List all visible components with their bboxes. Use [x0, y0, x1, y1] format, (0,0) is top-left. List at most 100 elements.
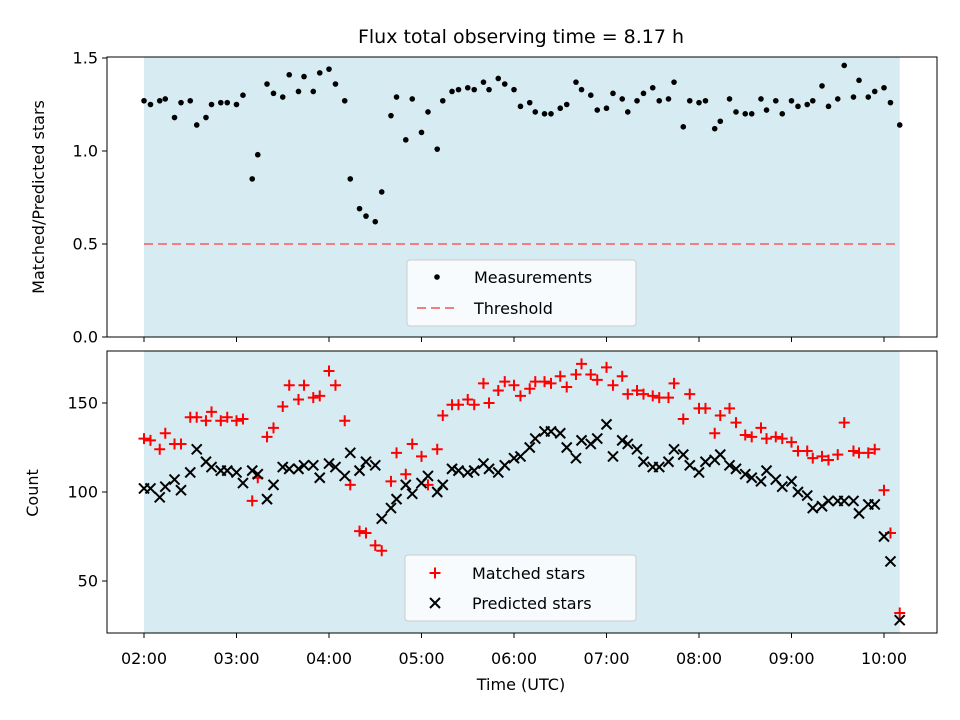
- bottom-y-axis-label: Count: [23, 469, 42, 517]
- matched-star-point: [878, 484, 890, 496]
- predicted-star-point: [237, 477, 249, 489]
- matched-star-point: [653, 392, 665, 404]
- predicted-star-point: [693, 466, 705, 479]
- chart-title: Flux total observing time = 8.17 h: [358, 26, 684, 48]
- predicted-star-point: [822, 495, 835, 507]
- matched-star-point: [662, 392, 674, 404]
- matched-star-point: [431, 443, 443, 455]
- top-y-tick-label: 0.0: [73, 328, 98, 347]
- predicted-star-point: [344, 447, 356, 459]
- measurement-point: [578, 86, 585, 93]
- measurement-point: [748, 111, 755, 117]
- matched-star-point: [144, 434, 156, 446]
- measurement-point: [326, 66, 332, 72]
- matched-star-point: [832, 449, 844, 461]
- legend-matched-marker: [429, 567, 441, 579]
- predicted-star-point: [631, 443, 643, 455]
- measurement-point: [696, 99, 702, 106]
- matched-star-point: [206, 406, 218, 418]
- predicted-star-point: [878, 530, 890, 543]
- bottom-x-tick-label: 02:00: [121, 649, 167, 668]
- predicted-star-point: [307, 459, 319, 472]
- measurement-point: [264, 81, 270, 87]
- measurement-point: [347, 176, 354, 182]
- matched-star-point: [601, 361, 612, 373]
- measurement-point: [511, 86, 517, 93]
- matched-star-point: [607, 379, 619, 391]
- measurement-point: [178, 99, 184, 106]
- predicted-star-point: [422, 470, 434, 482]
- measurement-point: [563, 101, 570, 108]
- measurement-point: [532, 109, 539, 115]
- matched-star-point: [314, 390, 326, 402]
- measurement-point: [819, 83, 825, 89]
- bottom-x-tick-label: 06:00: [491, 649, 537, 668]
- measurement-point: [557, 105, 564, 112]
- predicted-star-point: [776, 480, 788, 493]
- matched-star-point: [792, 445, 804, 457]
- matched-star-point: [292, 393, 304, 405]
- predicted-star-point: [446, 463, 458, 475]
- measurement-point: [610, 90, 616, 97]
- matched-star-point: [739, 429, 751, 441]
- matched-star-point: [786, 436, 797, 448]
- bottom-legend: Matched stars Predicted stars: [404, 554, 637, 622]
- measurement-point: [171, 114, 178, 121]
- predicted-star-point: [801, 489, 813, 502]
- measurement-point: [841, 62, 848, 69]
- matched-star-point: [277, 401, 289, 413]
- predicted-star-point: [785, 475, 798, 488]
- predicted-star-point: [869, 498, 881, 511]
- matched-star-point: [369, 539, 381, 551]
- predicted-star-point: [746, 472, 758, 484]
- measurement-point: [224, 99, 231, 106]
- measurement-point: [686, 97, 693, 104]
- predicted-star-point: [184, 466, 196, 479]
- matched-star-point: [159, 427, 171, 439]
- predicted-star-point: [168, 473, 181, 486]
- bottom-x-tick-label: 08:00: [676, 649, 722, 668]
- matched-star-point: [514, 390, 526, 402]
- matched-star-point: [668, 377, 680, 389]
- count-points: [138, 358, 906, 626]
- matched-star-point: [638, 388, 649, 400]
- measurement-point: [388, 112, 394, 119]
- measurement-point: [495, 75, 502, 82]
- matched-star-point: [853, 447, 865, 459]
- measurement-point: [279, 94, 286, 100]
- matched-star-point: [561, 381, 573, 393]
- measurement-point: [656, 97, 663, 104]
- predicted-star-point: [561, 441, 573, 454]
- measurement-point: [203, 114, 209, 121]
- matched-star-point: [776, 433, 788, 445]
- measurement-point: [649, 84, 656, 91]
- predicted-star-point: [792, 486, 804, 498]
- predicted-star-point: [252, 468, 264, 480]
- matched-star-point: [807, 452, 819, 464]
- measurement-point: [434, 146, 441, 152]
- matched-star-point: [307, 392, 319, 404]
- legend-measurements-label: Measurements: [474, 268, 592, 287]
- predicted-star-point: [462, 466, 474, 479]
- measurement-point: [418, 129, 425, 136]
- predicted-star-point: [400, 479, 412, 491]
- bottom-legend-box: [404, 554, 637, 622]
- measurement-point: [480, 79, 487, 85]
- matched-star-point: [268, 422, 279, 434]
- predicted-star-point: [283, 463, 295, 475]
- predicted-star-point: [360, 456, 372, 468]
- measurement-point: [788, 97, 795, 104]
- measurement-point: [640, 90, 647, 97]
- measurement-point: [409, 96, 416, 102]
- predicted-star-point: [508, 452, 520, 464]
- predicted-star-point: [662, 456, 675, 468]
- predicted-star-point: [699, 456, 712, 468]
- bottom-y-tick-label: 50: [78, 572, 98, 591]
- top-y-axis-label: Matched/Predicted stars: [29, 100, 48, 294]
- matched-star-point: [539, 376, 551, 388]
- matched-star-point: [298, 379, 310, 391]
- predicted-star-point: [261, 493, 273, 505]
- matched-star-point: [647, 390, 659, 402]
- matched-star-point: [200, 415, 212, 427]
- bottom-axes: 50 100 150 02:00 03:00 04:00 05:00 06:00 07:00 08…: [67, 350, 938, 668]
